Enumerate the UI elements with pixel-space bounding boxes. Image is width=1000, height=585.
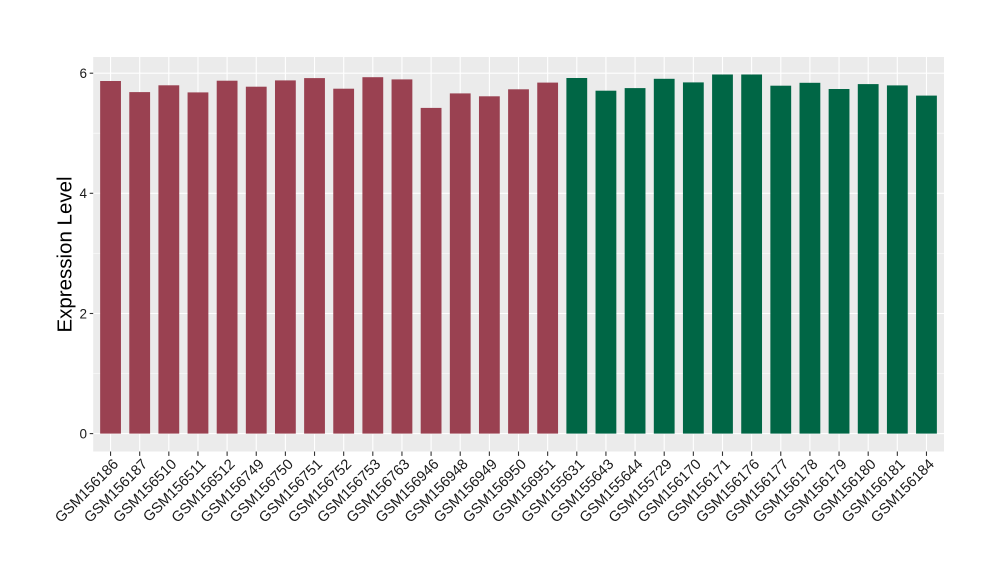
svg-text:0: 0 [79,427,87,442]
svg-text:4: 4 [79,186,87,201]
svg-text:Expression Level: Expression Level [54,176,77,332]
svg-text:2: 2 [79,306,87,321]
svg-text:6: 6 [79,66,87,81]
